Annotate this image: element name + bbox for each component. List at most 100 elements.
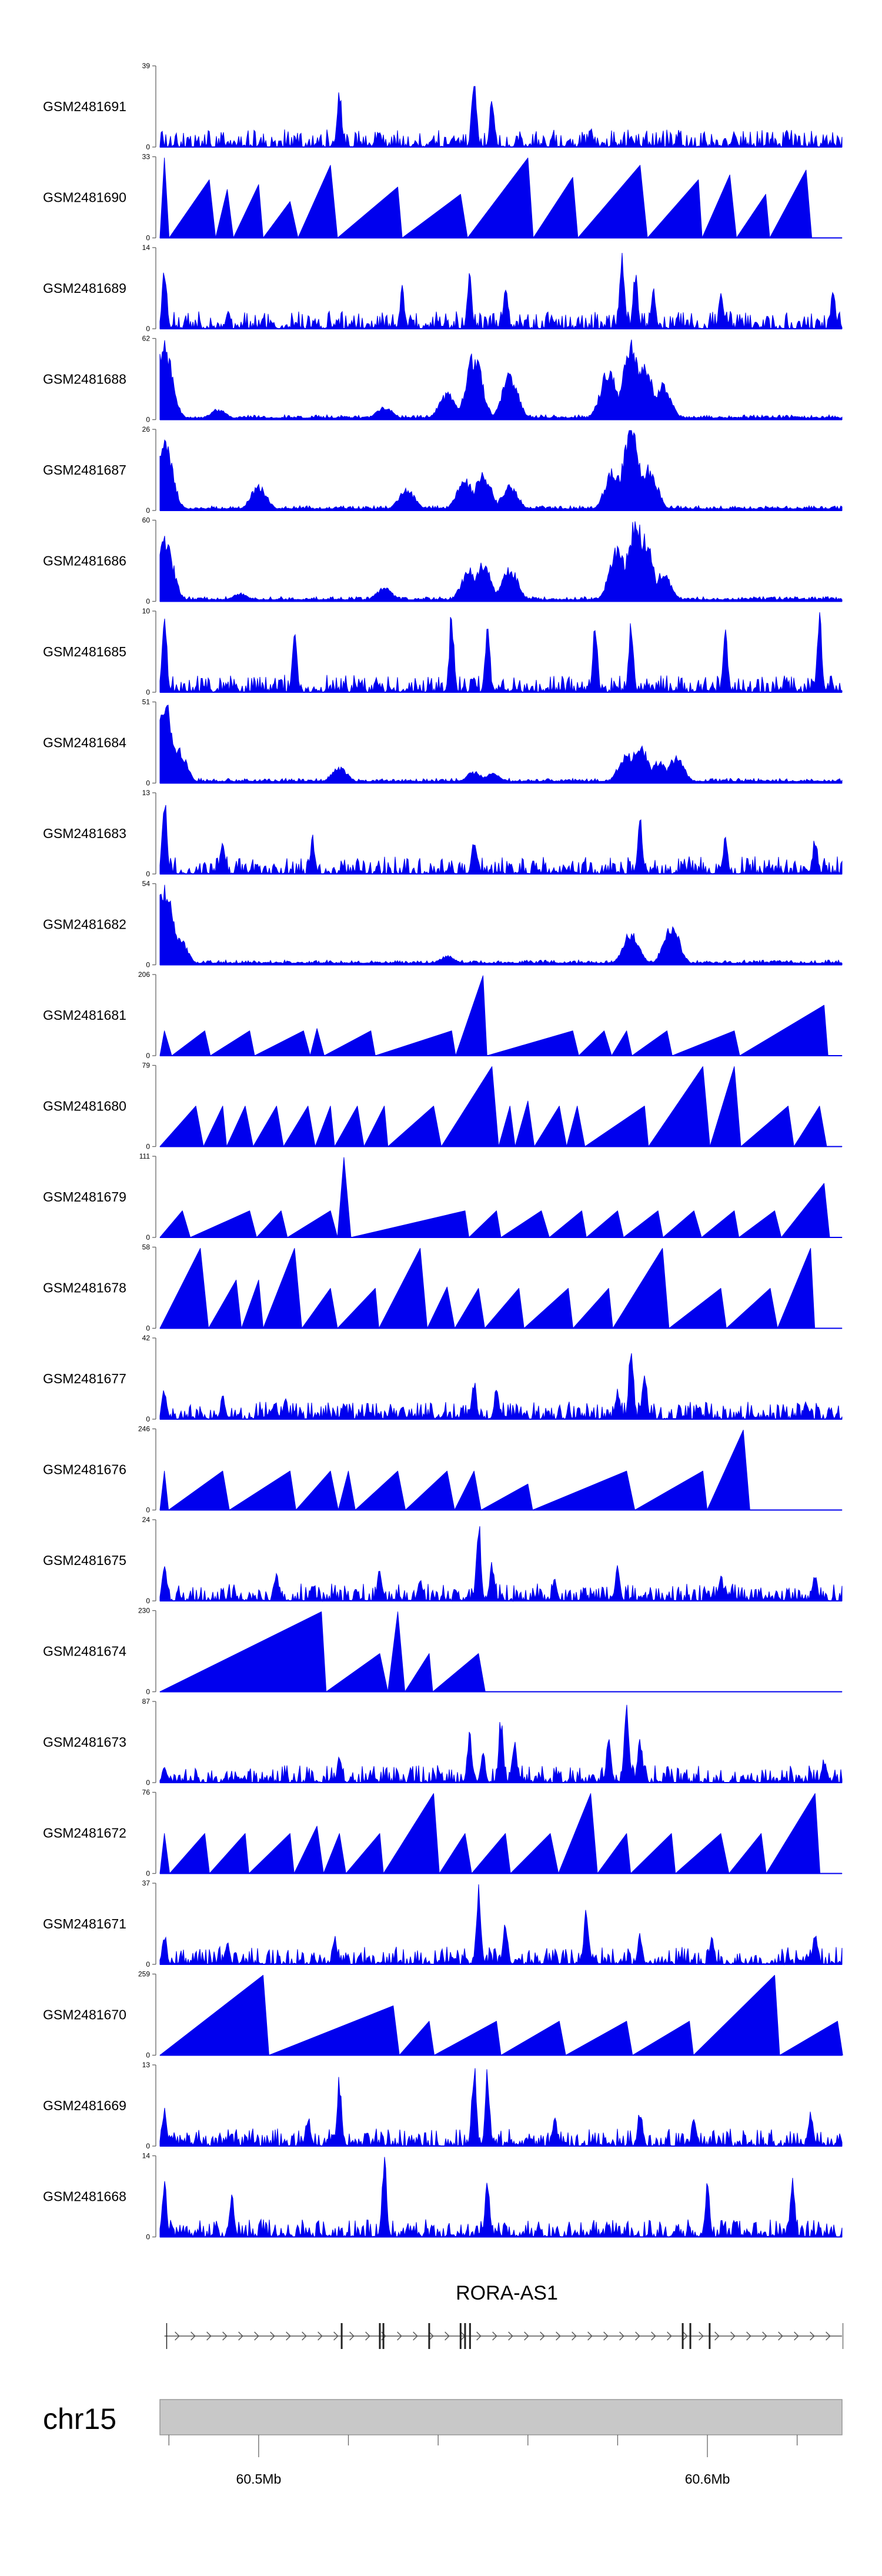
y-axis-zero-label: 0 xyxy=(146,234,150,242)
y-axis-max-label: 246 xyxy=(138,1425,150,1433)
track-label: GSM2481682 xyxy=(43,917,126,932)
track-GSM2481685: GSM2481685 10 0 xyxy=(43,607,843,696)
strand-arrow-mark xyxy=(333,2331,339,2341)
track-GSM2481684: GSM2481684 51 0 xyxy=(43,698,843,788)
track-label: GSM2481674 xyxy=(43,1644,126,1659)
track-label: GSM2481680 xyxy=(43,1099,126,1114)
y-axis-max-label: 42 xyxy=(142,1334,151,1342)
signal-area xyxy=(159,521,843,602)
y-axis-zero-label: 0 xyxy=(146,1688,150,1696)
signal-area xyxy=(159,1353,843,1420)
strand-arrow-mark xyxy=(476,2331,482,2341)
track-GSM2481673: GSM2481673 87 0 xyxy=(43,1697,843,1787)
y-axis-max-label: 24 xyxy=(142,1516,151,1524)
track-label: GSM2481671 xyxy=(43,1916,126,1931)
track-label: GSM2481678 xyxy=(43,1280,126,1296)
chromosome-band xyxy=(159,2399,843,2435)
y-axis-zero-label: 0 xyxy=(146,1143,150,1151)
y-axis-max-label: 33 xyxy=(142,153,151,161)
track-label: GSM2481686 xyxy=(43,553,126,569)
y-axis-zero-label: 0 xyxy=(146,506,150,515)
strand-arrow-mark xyxy=(746,2331,751,2341)
y-axis-zero-label: 0 xyxy=(146,325,150,333)
strand-arrow-mark xyxy=(714,2331,720,2341)
signal-area xyxy=(159,252,843,330)
track-label: GSM2481675 xyxy=(43,1553,126,1568)
strand-arrow-mark xyxy=(778,2331,783,2341)
track-label: GSM2481668 xyxy=(43,2189,126,2204)
track-GSM2481681: GSM2481681 206 0 xyxy=(43,970,843,1060)
strand-arrow-mark xyxy=(635,2331,640,2341)
strand-arrow-mark xyxy=(540,2331,545,2341)
position-tick-label: 60.5Mb xyxy=(236,2471,282,2487)
track-GSM2481678: GSM2481678 58 0 xyxy=(43,1243,843,1333)
track-GSM2481682: GSM2481682 54 0 xyxy=(43,880,843,969)
signal-area xyxy=(159,1793,843,1874)
strand-arrow-mark xyxy=(524,2331,529,2341)
y-axis-max-label: 206 xyxy=(138,970,150,979)
signal-area xyxy=(159,1704,843,1784)
track-GSM2481677: GSM2481677 42 0 xyxy=(43,1334,843,1423)
signal-area xyxy=(159,805,843,875)
y-axis-max-label: 62 xyxy=(142,335,151,343)
strand-arrow-mark xyxy=(302,2331,307,2341)
y-axis-zero-label: 0 xyxy=(146,688,150,696)
y-axis-max-label: 37 xyxy=(142,1879,151,1887)
chromosome-name-label: chr15 xyxy=(43,2403,116,2435)
track-GSM2481669: GSM2481669 13 0 xyxy=(43,2061,843,2150)
strand-arrow-mark xyxy=(810,2331,815,2341)
track-label: GSM2481688 xyxy=(43,372,126,387)
y-axis-zero-label: 0 xyxy=(146,1233,150,1242)
track-GSM2481674: GSM2481674 230 0 xyxy=(43,1607,843,1696)
track-label: GSM2481676 xyxy=(43,1462,126,1477)
y-axis-zero-label: 0 xyxy=(146,1960,150,1968)
y-axis-max-label: 111 xyxy=(139,1152,151,1160)
y-axis-zero-label: 0 xyxy=(146,1870,150,1878)
y-axis-max-label: 14 xyxy=(142,2152,151,2160)
y-axis-max-label: 79 xyxy=(142,1062,151,1070)
track-GSM2481687: GSM2481687 26 0 xyxy=(43,425,843,515)
track-label: GSM2481679 xyxy=(43,1189,126,1204)
strand-arrow-mark xyxy=(699,2331,704,2341)
strand-arrow-mark xyxy=(587,2331,593,2341)
y-axis-max-label: 13 xyxy=(142,2061,151,2069)
strand-arrow-mark xyxy=(413,2331,418,2341)
track-GSM2481686: GSM2481686 60 0 xyxy=(43,516,843,606)
strand-arrow-mark xyxy=(683,2331,688,2341)
y-axis-max-label: 14 xyxy=(142,243,151,252)
signal-area xyxy=(159,612,843,693)
strand-arrow-mark xyxy=(794,2331,799,2341)
signal-area xyxy=(159,1884,843,1966)
signal-area xyxy=(159,1157,843,1238)
strand-arrow-mark xyxy=(238,2331,243,2341)
track-GSM2481683: GSM2481683 13 0 xyxy=(43,789,843,878)
y-axis-zero-label: 0 xyxy=(146,1778,150,1787)
strand-arrow-mark xyxy=(429,2331,434,2341)
track-GSM2481690: GSM2481690 33 0 xyxy=(43,153,843,242)
y-axis-max-label: 230 xyxy=(138,1607,150,1615)
track-GSM2481689: GSM2481689 14 0 xyxy=(43,243,843,333)
track-GSM2481668: GSM2481668 14 0 xyxy=(43,2152,843,2241)
signal-area xyxy=(159,1975,843,2056)
strand-arrow-mark xyxy=(556,2331,561,2341)
track-label: GSM2481669 xyxy=(43,2098,126,2113)
track-GSM2481680: GSM2481680 79 0 xyxy=(43,1062,843,1151)
y-axis-max-label: 39 xyxy=(142,62,151,70)
track-label: GSM2481681 xyxy=(43,1007,126,1023)
track-label: GSM2481684 xyxy=(43,735,126,750)
y-axis-zero-label: 0 xyxy=(146,1506,150,1514)
y-axis-zero-label: 0 xyxy=(146,961,150,969)
y-axis-max-label: 259 xyxy=(138,1970,150,1978)
y-axis-max-label: 26 xyxy=(142,425,151,433)
y-axis-max-label: 87 xyxy=(142,1697,151,1706)
strand-arrow-mark xyxy=(254,2331,259,2341)
signal-area xyxy=(159,1066,843,1147)
track-GSM2481679: GSM2481679 111 0 xyxy=(43,1152,843,1242)
strand-arrow-mark xyxy=(286,2331,291,2341)
y-axis-max-label: 13 xyxy=(142,789,151,797)
strand-arrow-mark xyxy=(365,2331,370,2341)
signal-area xyxy=(159,339,843,420)
y-axis-zero-label: 0 xyxy=(146,416,150,424)
gene-track: RORA-AS1 xyxy=(164,2282,844,2349)
